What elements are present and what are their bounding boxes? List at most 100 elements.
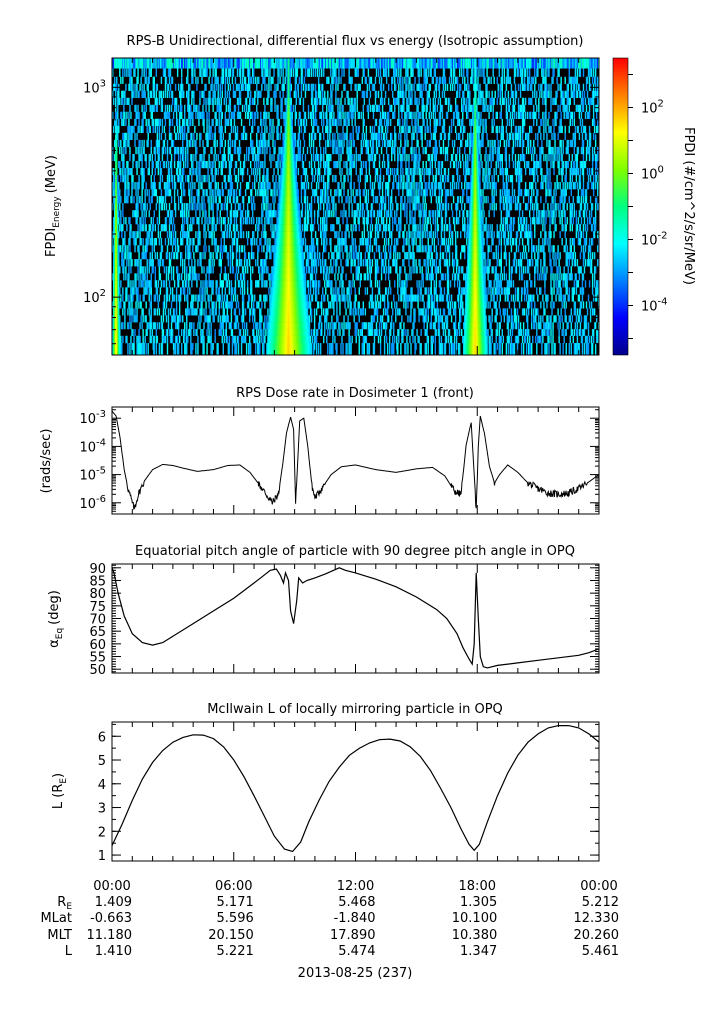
heatmap-cell bbox=[328, 139, 330, 148]
heatmap-cell bbox=[115, 259, 117, 267]
heatmap-cell bbox=[189, 329, 191, 336]
heatmap-cell bbox=[157, 231, 160, 239]
heatmap-cell bbox=[280, 68, 282, 77]
heatmap-cell bbox=[226, 76, 229, 84]
heatmap-cell bbox=[333, 301, 335, 309]
heatmap-cell bbox=[261, 335, 263, 344]
heatmap-cell bbox=[157, 167, 160, 176]
heatmap-cell bbox=[128, 167, 130, 176]
heatmap-cell bbox=[211, 132, 213, 141]
heatmap-cell bbox=[148, 118, 150, 127]
heatmap-cell bbox=[339, 252, 341, 260]
heatmap-cell bbox=[221, 58, 223, 69]
heatmap-cell bbox=[166, 146, 169, 155]
heatmap-cell bbox=[116, 280, 118, 288]
heatmap-cell bbox=[271, 125, 273, 134]
heatmap-cell bbox=[358, 335, 360, 344]
heatmap-cell bbox=[114, 210, 116, 218]
heatmap-cell bbox=[166, 294, 169, 302]
heatmap-cell bbox=[113, 231, 115, 239]
heatmap-cell bbox=[327, 294, 329, 302]
heatmap-cell bbox=[117, 132, 119, 141]
heatmap-cell bbox=[224, 90, 227, 98]
heatmap-cell bbox=[124, 308, 126, 316]
heatmap-cell bbox=[258, 329, 260, 336]
heatmap-cell bbox=[200, 68, 202, 77]
heatmap-cell bbox=[342, 266, 344, 274]
heatmap-cell bbox=[306, 245, 309, 253]
heatmap-cell bbox=[145, 238, 147, 246]
heatmap-cell bbox=[207, 196, 209, 204]
heatmap-cell bbox=[136, 182, 138, 190]
heatmap-cell bbox=[120, 196, 122, 204]
heatmap-cell bbox=[155, 160, 158, 169]
heatmap-cell bbox=[347, 224, 349, 232]
heatmap-cell bbox=[114, 154, 116, 162]
heatmap-cell bbox=[192, 58, 194, 69]
heatmap-cell bbox=[187, 294, 189, 302]
heatmap-cell bbox=[170, 167, 173, 176]
heatmap-cell bbox=[186, 266, 188, 274]
heatmap-cell bbox=[138, 343, 140, 355]
heatmap-cell bbox=[322, 259, 324, 267]
heatmap-cell bbox=[231, 139, 234, 148]
heatmap-cell bbox=[349, 335, 351, 344]
heatmap-cell bbox=[156, 308, 159, 316]
heatmap-cell bbox=[203, 111, 205, 120]
heatmap-cell bbox=[319, 217, 322, 225]
heatmap-cell bbox=[155, 97, 158, 105]
heatmap-cell bbox=[236, 83, 239, 91]
heatmap-cell bbox=[116, 111, 118, 120]
heatmap-cell bbox=[171, 58, 174, 69]
heatmap-cell bbox=[164, 308, 167, 316]
heatmap-cell bbox=[214, 97, 216, 105]
heatmap-cell bbox=[116, 245, 118, 253]
heatmap-cell bbox=[127, 252, 129, 260]
heatmap-cell bbox=[114, 245, 116, 253]
heatmap-cell bbox=[273, 154, 275, 162]
heatmap-cell bbox=[144, 273, 146, 281]
heatmap-cell bbox=[202, 210, 204, 218]
heatmap-cell bbox=[168, 259, 171, 267]
heatmap-cell bbox=[150, 196, 152, 204]
heatmap-cell bbox=[193, 97, 195, 105]
heatmap-cell bbox=[170, 322, 173, 330]
heatmap-cell bbox=[257, 231, 259, 239]
heatmap-cell bbox=[209, 125, 211, 134]
heatmap-cell bbox=[201, 174, 203, 183]
heatmap-cell bbox=[209, 266, 211, 274]
heatmap-cell bbox=[128, 322, 130, 330]
heatmap-cell bbox=[146, 245, 148, 253]
heatmap-cell bbox=[160, 224, 163, 232]
heatmap-cell bbox=[186, 315, 188, 323]
heatmap-cell bbox=[230, 231, 233, 239]
heatmap-cell bbox=[243, 287, 246, 295]
heatmap-cell bbox=[340, 76, 342, 84]
heatmap-cell bbox=[145, 252, 147, 260]
heatmap-cell bbox=[187, 335, 189, 344]
heatmap-cell bbox=[264, 182, 266, 190]
heatmap-cell bbox=[213, 58, 215, 69]
heatmap-cell bbox=[234, 174, 237, 183]
heatmap-cell bbox=[229, 160, 232, 169]
heatmap-cell bbox=[244, 335, 247, 344]
heatmap-cell bbox=[131, 76, 133, 84]
heatmap-cell bbox=[327, 343, 329, 355]
heatmap-cell bbox=[343, 203, 345, 211]
heatmap-cell bbox=[141, 182, 143, 190]
heatmap-cell bbox=[333, 210, 335, 218]
heatmap-cell bbox=[115, 118, 117, 127]
heatmap-cell bbox=[262, 146, 264, 155]
heatmap-cell bbox=[328, 182, 330, 190]
heatmap-cell bbox=[117, 280, 119, 288]
heatmap-cell bbox=[114, 139, 116, 148]
heatmap-cell bbox=[342, 252, 344, 260]
heatmap-cell bbox=[153, 238, 156, 246]
heatmap-cell bbox=[137, 301, 139, 309]
heatmap-cell bbox=[128, 273, 130, 281]
heatmap-cell bbox=[220, 301, 222, 309]
heatmap-cell bbox=[143, 68, 145, 77]
heatmap-cell bbox=[298, 125, 301, 134]
heatmap-cell bbox=[117, 301, 119, 309]
heatmap-cell bbox=[112, 245, 114, 253]
